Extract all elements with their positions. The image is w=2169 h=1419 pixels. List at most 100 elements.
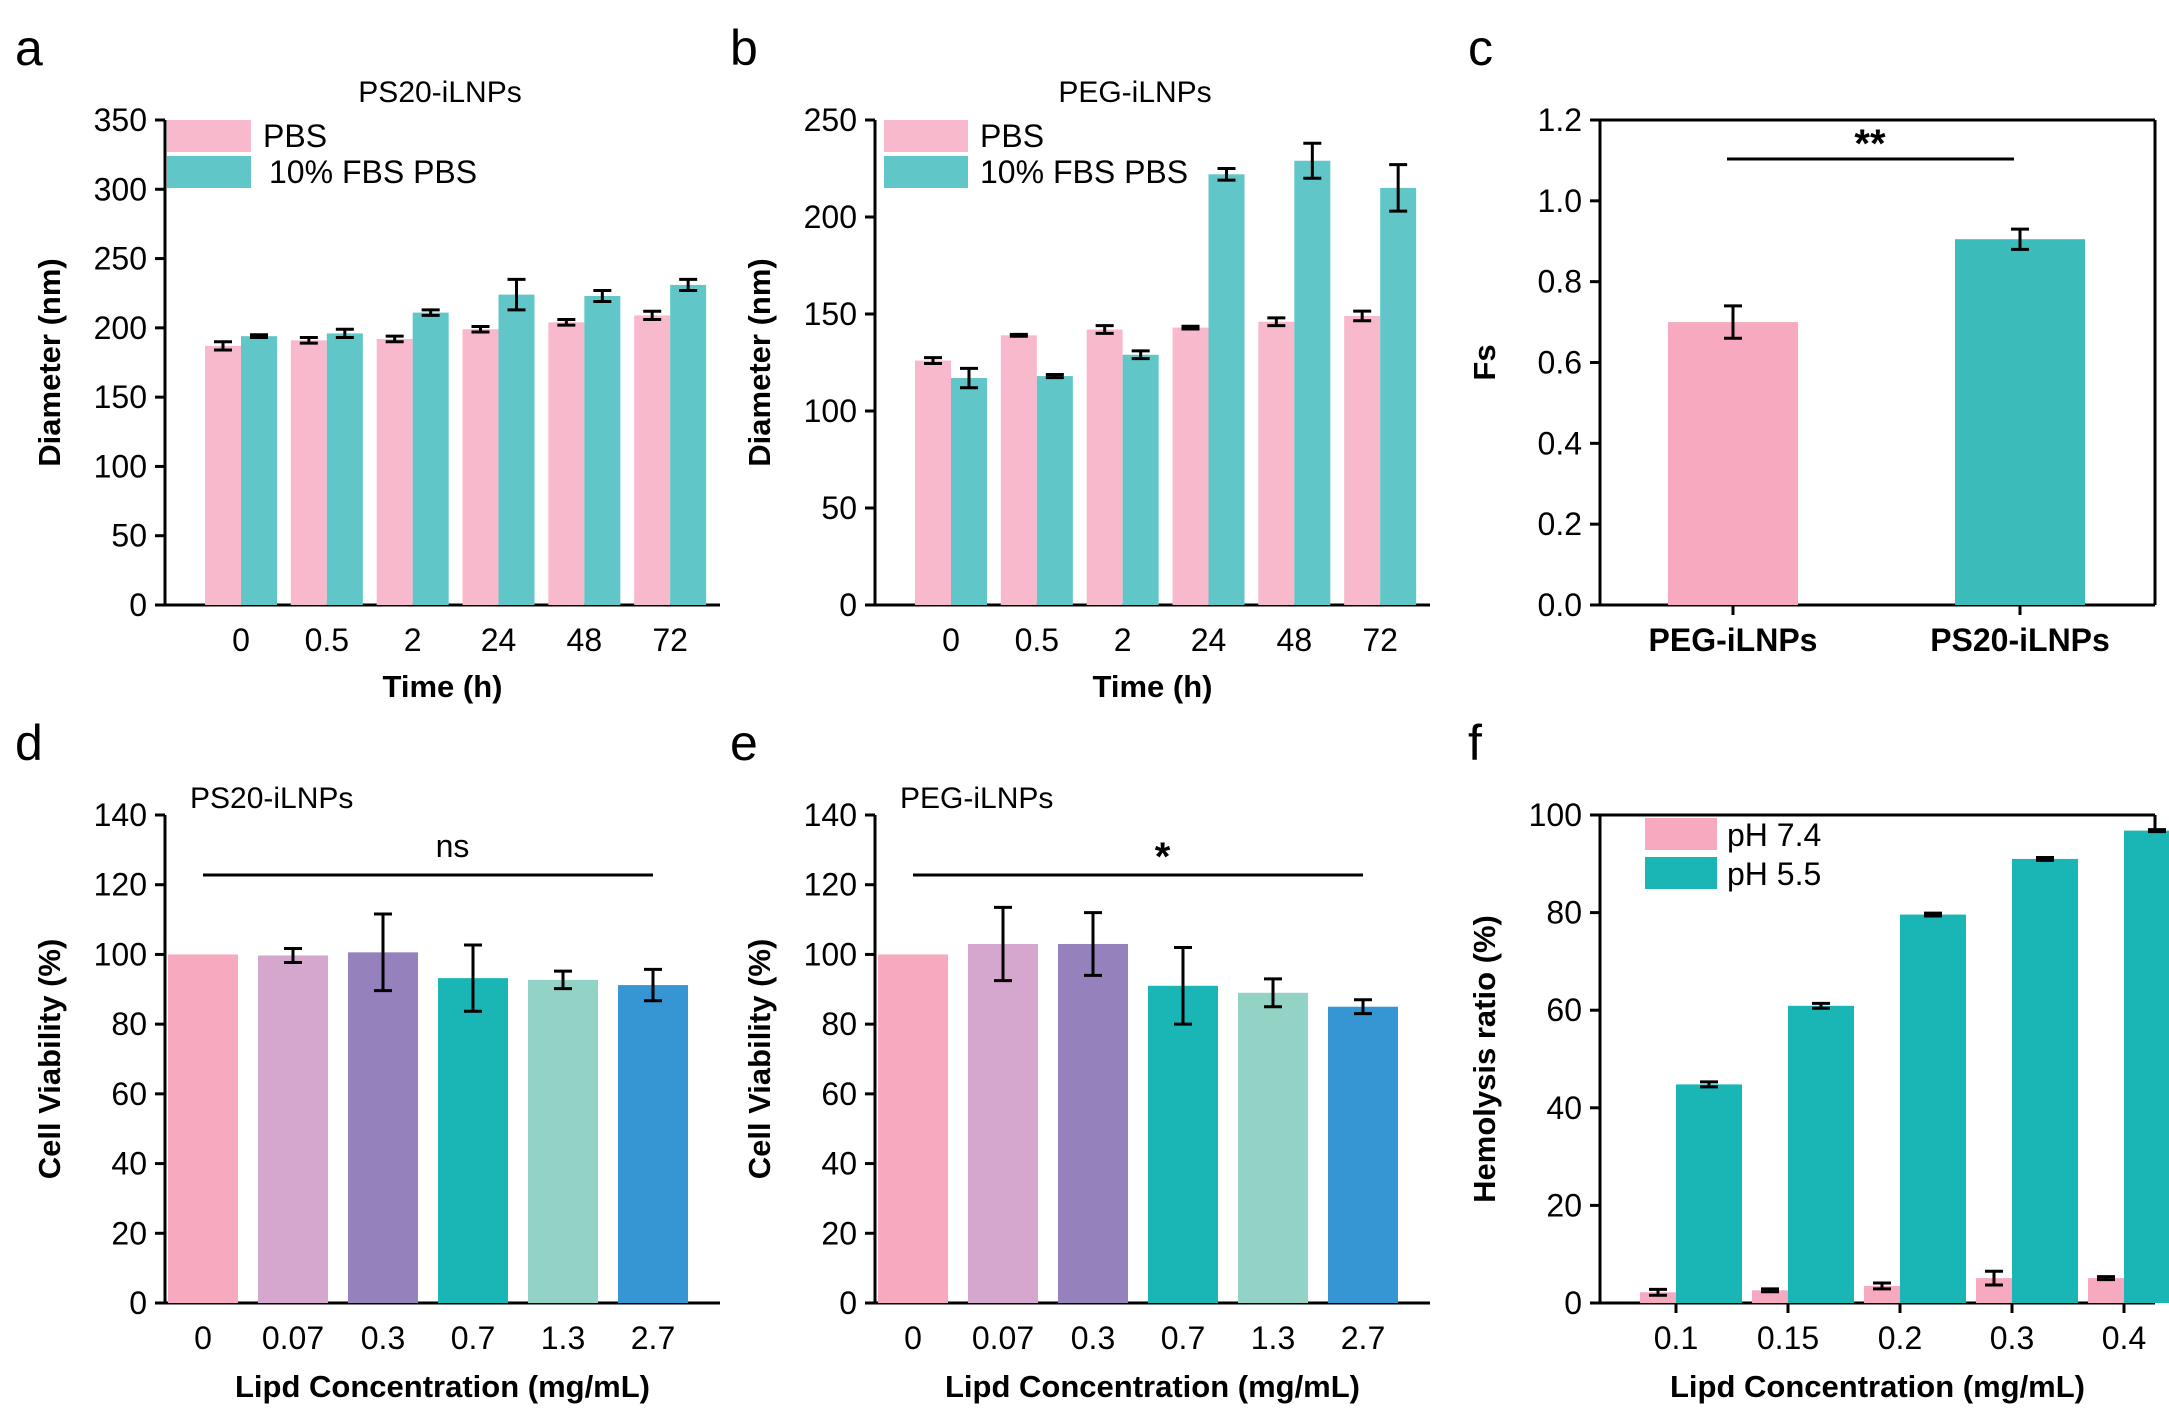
b-xtick-label: 2 — [1114, 622, 1132, 658]
d-xtick-label: 2.7 — [631, 1320, 675, 1356]
e-ytick-label: 140 — [804, 797, 857, 833]
b-bar-fbs — [1380, 187, 1417, 605]
a-xtick-label: 0 — [232, 622, 250, 658]
e-ytick-label: 100 — [804, 936, 857, 972]
a-ytick-label: 50 — [111, 518, 147, 554]
e-xtick-label: 2.7 — [1341, 1320, 1385, 1356]
panel-letter-c: c — [1468, 20, 1493, 76]
c-ytick-label: 1.0 — [1538, 183, 1582, 219]
b-ytick-label: 0 — [839, 587, 857, 623]
a-ytick-label: 300 — [94, 171, 147, 207]
a-bar-pbs — [462, 329, 499, 605]
b-bar-fbs — [951, 378, 987, 605]
f-legend-label: pH 7.4 — [1727, 817, 1821, 853]
e-bar — [878, 954, 948, 1303]
d-xtick-label: 0.7 — [451, 1320, 495, 1356]
a-bar-pbs — [376, 338, 413, 605]
c-ytick-label: 0.2 — [1538, 506, 1582, 542]
a-bar-fbs — [584, 295, 621, 605]
e-significance-label: * — [1155, 835, 1171, 879]
a-legend-label: 10% FBS PBS — [269, 154, 477, 190]
d-bar — [348, 952, 418, 1303]
e-xtick-label: 0.3 — [1071, 1320, 1115, 1356]
b-bar-pbs — [1000, 335, 1037, 605]
a-xtick-label: 2 — [404, 622, 422, 658]
f-bar-ph55 — [1900, 914, 1966, 1303]
b-ytick-label: 200 — [804, 199, 857, 235]
b-xtick-label: 0 — [942, 622, 960, 658]
b-bar-fbs — [1294, 160, 1331, 606]
d-xtick-label: 0.07 — [262, 1320, 324, 1356]
e-ytick-label: 120 — [804, 867, 857, 903]
e-xtick-label: 0 — [904, 1320, 922, 1356]
panel-letter-e: e — [730, 715, 758, 771]
f-xtick-label: 0.4 — [2102, 1320, 2146, 1356]
f-ytick-label: 20 — [1546, 1187, 1582, 1223]
a-ytick-label: 0 — [129, 587, 147, 623]
b-ytick-label: 150 — [804, 296, 857, 332]
b-ylabel: Diameter (nm) — [742, 258, 777, 466]
a-bar-fbs — [412, 312, 449, 605]
a-bar-pbs — [548, 322, 585, 605]
b-bar-pbs — [1172, 327, 1209, 605]
d-bar — [618, 985, 688, 1303]
b-xlabel: Time (h) — [1093, 669, 1213, 704]
b-xtick-label: 48 — [1277, 622, 1313, 658]
panel-letter-f: f — [1468, 715, 1482, 771]
c-bar — [1955, 239, 2085, 605]
panel-title-e: PEG-iLNPs — [900, 782, 1053, 815]
f-bar-ph55 — [1676, 1084, 1742, 1303]
d-ytick-label: 140 — [94, 797, 147, 833]
panel-e: e PEG-iLNPs 0 20 40 60 80 100 120 140 Cell Viabili… — [730, 715, 1430, 1404]
b-bar-fbs — [1036, 376, 1073, 605]
c-xtick-label: PS20-iLNPs — [1930, 622, 2110, 658]
panel-letter-a: a — [15, 20, 43, 76]
a-legend-swatch — [167, 156, 251, 188]
e-bar — [1058, 943, 1128, 1303]
a-xlabel: Time (h) — [383, 669, 503, 704]
panel-letter-b: b — [730, 20, 758, 76]
d-xtick-label: 1.3 — [541, 1320, 585, 1356]
a-bar-pbs — [290, 340, 327, 605]
a-ytick-label: 100 — [94, 448, 147, 484]
panel-title-d: PS20-iLNPs — [190, 782, 353, 815]
f-xlabel: Lipd Concentration (mg/mL) — [1670, 1369, 2085, 1404]
a-xtick-label: 48 — [567, 622, 603, 658]
d-xtick-label: 0.3 — [361, 1320, 405, 1356]
e-ytick-label: 80 — [821, 1006, 857, 1042]
d-ytick-label: 60 — [111, 1076, 147, 1112]
f-legend-label: pH 5.5 — [1727, 856, 1821, 892]
a-bar-fbs — [498, 294, 535, 605]
panel-title-b: PEG-iLNPs — [1058, 76, 1211, 109]
a-bar-fbs — [670, 284, 707, 605]
e-bar — [1328, 1006, 1398, 1303]
e-ytick-label: 20 — [821, 1215, 857, 1251]
e-ytick-label: 60 — [821, 1076, 857, 1112]
panel-f: f 0 20 40 60 80 100 Hemolysis ratio (%) 0.1 0.15 0… — [1467, 715, 2169, 1404]
b-xtick-label: 72 — [1362, 622, 1398, 658]
a-xtick-label: 24 — [481, 622, 517, 658]
e-ylabel: Cell Viability (%) — [742, 939, 777, 1180]
d-ytick-label: 100 — [94, 936, 147, 972]
d-significance-label: ns — [436, 828, 470, 864]
panel-title-a: PS20-iLNPs — [358, 76, 521, 109]
c-xtick-label: PEG-iLNPs — [1649, 622, 1818, 658]
f-xtick-label: 0.15 — [1757, 1320, 1819, 1356]
a-xtick-label: 0.5 — [305, 622, 349, 658]
e-xtick-label: 0.7 — [1161, 1320, 1205, 1356]
a-ylabel: Diameter (nm) — [32, 258, 67, 466]
b-bar-fbs — [1208, 174, 1245, 605]
b-bar-fbs — [1122, 354, 1159, 605]
b-ytick-label: 100 — [804, 393, 857, 429]
f-bar-ph55 — [2012, 858, 2078, 1303]
b-bar-pbs — [1344, 315, 1381, 605]
c-ytick-label: 0.8 — [1538, 264, 1582, 300]
panel-letter-d: d — [15, 715, 43, 771]
b-legend-label: 10% FBS PBS — [980, 154, 1188, 190]
f-ytick-label: 100 — [1529, 797, 1582, 833]
c-significance-label: ** — [1854, 122, 1886, 166]
d-ytick-label: 20 — [111, 1215, 147, 1251]
c-ytick-label: 0.6 — [1538, 345, 1582, 381]
a-legend-label: PBS — [263, 118, 327, 154]
